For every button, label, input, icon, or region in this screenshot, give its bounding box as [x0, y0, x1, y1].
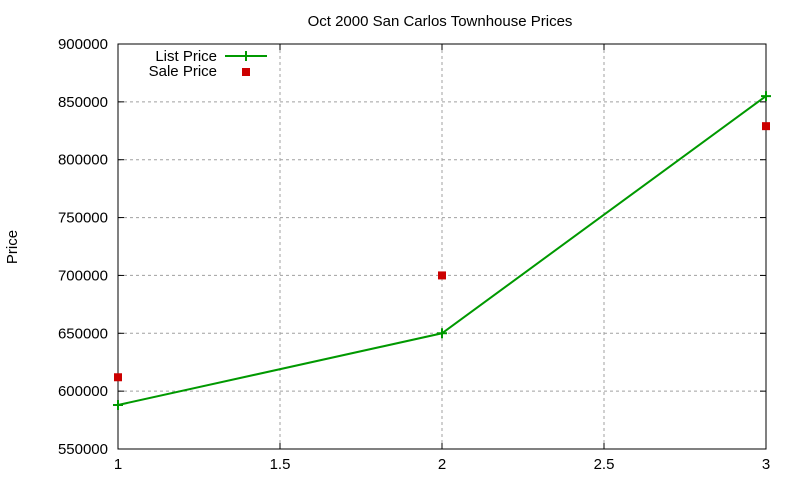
sale-price-point	[762, 122, 770, 131]
y-axis-label: Price	[4, 230, 21, 264]
legend-marker-sale-price	[242, 68, 250, 76]
list-price-point	[437, 328, 447, 339]
list-price-point	[761, 91, 771, 102]
y-tick-label: 850000	[58, 94, 108, 111]
y-tick-label: 800000	[58, 152, 108, 169]
legend-label-sale-price: Sale Price	[149, 63, 217, 80]
legend-label-list-price: List Price	[155, 48, 217, 65]
x-tick-label: 3	[762, 456, 770, 473]
x-tick-label: 1.5	[270, 456, 291, 473]
sale-price-point	[114, 373, 122, 382]
y-tick-label: 900000	[58, 36, 108, 53]
x-tick-label: 2.5	[594, 456, 615, 473]
list-price-point	[113, 400, 123, 411]
chart-title: Oct 2000 San Carlos Townhouse Prices	[308, 13, 573, 30]
y-tick-label: 550000	[58, 441, 108, 458]
y-tick-label: 650000	[58, 325, 108, 342]
x-tick-label: 2	[438, 456, 446, 473]
y-tick-label: 700000	[58, 267, 108, 284]
y-tick-label: 600000	[58, 383, 108, 400]
sale-price-point	[438, 271, 446, 280]
y-tick-label: 750000	[58, 210, 108, 227]
x-tick-label: 1	[114, 456, 122, 473]
